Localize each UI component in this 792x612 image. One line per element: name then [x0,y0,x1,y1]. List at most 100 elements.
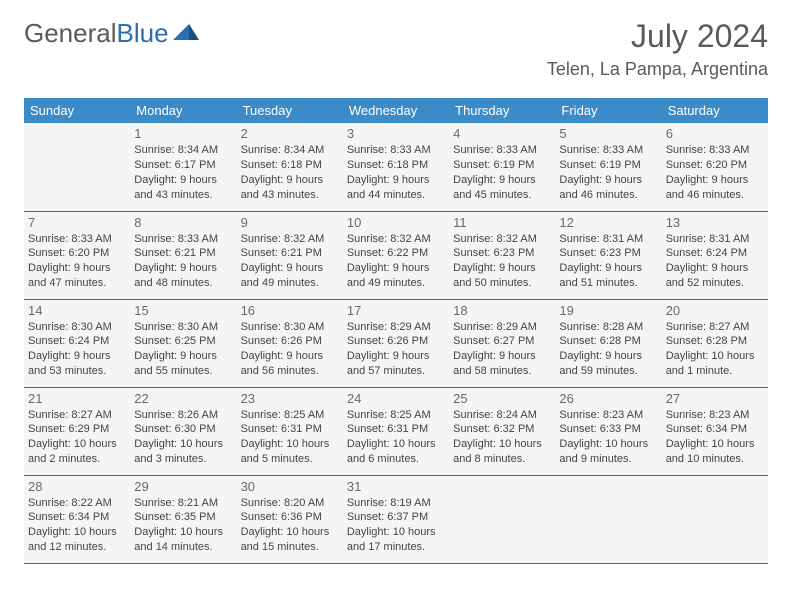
calendar-day-cell: 11 Sunrise: 8:32 AMSunset: 6:23 PMDayligh… [449,211,555,299]
day-info-line: Sunrise: 8:31 AM [666,232,764,247]
calendar-week-row: 28Sunrise: 8:22 AMSunset: 6:34 PMDayligh… [24,475,768,563]
day-info-line: Sunset: 6:19 PM [453,158,551,173]
day-number: 26 [559,391,657,406]
calendar-day-cell: 30Sunrise: 8:20 AMSunset: 6:36 PMDayligh… [237,475,343,563]
day-number: 4 [453,126,551,141]
day-info-line: Daylight: 9 hours [241,173,339,188]
weekday-header: Thursday [449,98,555,123]
day-info: Sunrise: 8:33 AMSunset: 6:20 PMDaylight:… [666,143,764,202]
day-info: Sunrise: 8:23 AMSunset: 6:34 PMDaylight:… [666,408,764,467]
day-info: Sunrise: 8:32 AMSunset: 6:23 PMDaylight:… [453,232,551,291]
day-info-line: Sunrise: 8:33 AM [453,143,551,158]
day-info-line: Daylight: 10 hours [453,437,551,452]
day-number: 22 [134,391,232,406]
calendar-day-cell: 24 Sunrise: 8:25 AMSunset: 6:31 PMDayligh… [343,387,449,475]
day-info-line: Daylight: 9 hours [347,349,445,364]
day-info: Sunrise: 8:21 AMSunset: 6:35 PMDaylight:… [134,496,232,555]
day-info-line: Daylight: 9 hours [559,173,657,188]
day-number: 20 [666,303,764,318]
calendar-day-cell: 4 Sunrise: 8:33 AMSunset: 6:19 PMDaylight… [449,123,555,211]
day-number: 9 [241,215,339,230]
day-info-line: Sunrise: 8:30 AM [28,320,126,335]
day-info: Sunrise: 8:31 AMSunset: 6:24 PMDaylight:… [666,232,764,291]
logo-triangle-icon [173,18,201,49]
calendar-day-cell [449,475,555,563]
day-number: 11 [453,215,551,230]
day-info-line: Daylight: 9 hours [666,173,764,188]
day-info-line: Daylight: 9 hours [134,173,232,188]
day-info-line: Daylight: 9 hours [28,261,126,276]
day-info-line: Sunrise: 8:27 AM [28,408,126,423]
day-info-line: and 14 minutes. [134,540,232,555]
day-info: Sunrise: 8:33 AMSunset: 6:19 PMDaylight:… [559,143,657,202]
day-info-line: Sunrise: 8:25 AM [241,408,339,423]
day-info-line: and 3 minutes. [134,452,232,467]
day-info: Sunrise: 8:27 AMSunset: 6:28 PMDaylight:… [666,320,764,379]
day-info-line: Sunset: 6:20 PM [666,158,764,173]
day-number: 2 [241,126,339,141]
day-info-line: and 55 minutes. [134,364,232,379]
day-info-line: Sunrise: 8:29 AM [347,320,445,335]
day-info-line: Daylight: 9 hours [559,349,657,364]
day-info-line: Sunset: 6:28 PM [559,334,657,349]
day-info-line: Sunset: 6:25 PM [134,334,232,349]
day-info: Sunrise: 8:31 AMSunset: 6:23 PMDaylight:… [559,232,657,291]
day-info-line: Sunrise: 8:31 AM [559,232,657,247]
day-number: 19 [559,303,657,318]
day-info-line: Sunrise: 8:27 AM [666,320,764,335]
day-info-line: Sunrise: 8:23 AM [559,408,657,423]
day-info: Sunrise: 8:24 AMSunset: 6:32 PMDaylight:… [453,408,551,467]
day-info-line: and 10 minutes. [666,452,764,467]
calendar-week-row: 14Sunrise: 8:30 AMSunset: 6:24 PMDayligh… [24,299,768,387]
logo-text-gray: General [24,18,117,49]
day-info-line: and 45 minutes. [453,188,551,203]
day-number: 5 [559,126,657,141]
day-info-line: and 43 minutes. [134,188,232,203]
day-number: 10 [347,215,445,230]
day-info-line: Daylight: 9 hours [453,173,551,188]
calendar-day-cell: 20 Sunrise: 8:27 AMSunset: 6:28 PMDayligh… [662,299,768,387]
day-info-line: Sunset: 6:17 PM [134,158,232,173]
day-number: 25 [453,391,551,406]
calendar-day-cell: 19Sunrise: 8:28 AMSunset: 6:28 PMDayligh… [555,299,661,387]
calendar-day-cell: 27 Sunrise: 8:23 AMSunset: 6:34 PMDayligh… [662,387,768,475]
calendar-day-cell: 23Sunrise: 8:25 AMSunset: 6:31 PMDayligh… [237,387,343,475]
weekday-header-row: SundayMondayTuesdayWednesdayThursdayFrid… [24,98,768,123]
day-info-line: Sunset: 6:23 PM [559,246,657,261]
day-info-line: Daylight: 9 hours [347,173,445,188]
day-info-line: and 56 minutes. [241,364,339,379]
day-info-line: Sunset: 6:27 PM [453,334,551,349]
day-number: 1 [134,126,232,141]
day-info: Sunrise: 8:33 AMSunset: 6:19 PMDaylight:… [453,143,551,202]
day-number: 7 [28,215,126,230]
day-info-line: and 57 minutes. [347,364,445,379]
calendar-day-cell: 9Sunrise: 8:32 AMSunset: 6:21 PMDaylight… [237,211,343,299]
day-info: Sunrise: 8:32 AMSunset: 6:22 PMDaylight:… [347,232,445,291]
day-info-line: and 46 minutes. [559,188,657,203]
day-info-line: Sunrise: 8:33 AM [559,143,657,158]
day-info-line: Daylight: 9 hours [134,349,232,364]
day-info-line: Sunset: 6:26 PM [241,334,339,349]
day-info: Sunrise: 8:25 AMSunset: 6:31 PMDaylight:… [347,408,445,467]
day-number: 3 [347,126,445,141]
weekday-header: Tuesday [237,98,343,123]
day-info-line: and 59 minutes. [559,364,657,379]
month-title: July 2024 [547,18,768,55]
day-info-line: Sunrise: 8:32 AM [241,232,339,247]
day-info-line: Daylight: 9 hours [347,261,445,276]
day-info-line: Sunset: 6:24 PM [28,334,126,349]
day-info: Sunrise: 8:25 AMSunset: 6:31 PMDaylight:… [241,408,339,467]
day-info-line: Sunset: 6:32 PM [453,422,551,437]
day-info-line: and 1 minute. [666,364,764,379]
day-number: 24 [347,391,445,406]
day-info-line: Sunrise: 8:33 AM [134,232,232,247]
calendar-day-cell: 29Sunrise: 8:21 AMSunset: 6:35 PMDayligh… [130,475,236,563]
day-info: Sunrise: 8:29 AMSunset: 6:27 PMDaylight:… [453,320,551,379]
day-info-line: Daylight: 9 hours [28,349,126,364]
day-info-line: Sunrise: 8:22 AM [28,496,126,511]
day-number: 27 [666,391,764,406]
day-info-line: Sunset: 6:18 PM [241,158,339,173]
day-info-line: Sunrise: 8:20 AM [241,496,339,511]
day-number: 13 [666,215,764,230]
day-info-line: Daylight: 9 hours [453,261,551,276]
